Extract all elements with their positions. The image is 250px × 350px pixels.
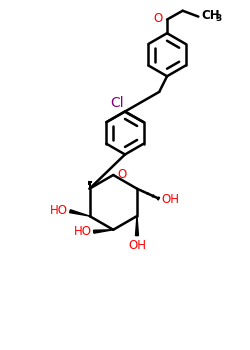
Text: O: O	[117, 168, 127, 182]
Text: OH: OH	[128, 239, 146, 252]
Text: CH: CH	[201, 9, 220, 22]
Text: HO: HO	[50, 204, 68, 217]
Text: HO: HO	[74, 225, 92, 238]
Polygon shape	[136, 216, 138, 236]
Polygon shape	[70, 210, 89, 216]
Text: O: O	[153, 12, 162, 25]
Polygon shape	[94, 230, 113, 233]
Text: 3: 3	[215, 14, 221, 23]
Text: Cl: Cl	[110, 97, 124, 111]
Text: OH: OH	[162, 193, 180, 206]
